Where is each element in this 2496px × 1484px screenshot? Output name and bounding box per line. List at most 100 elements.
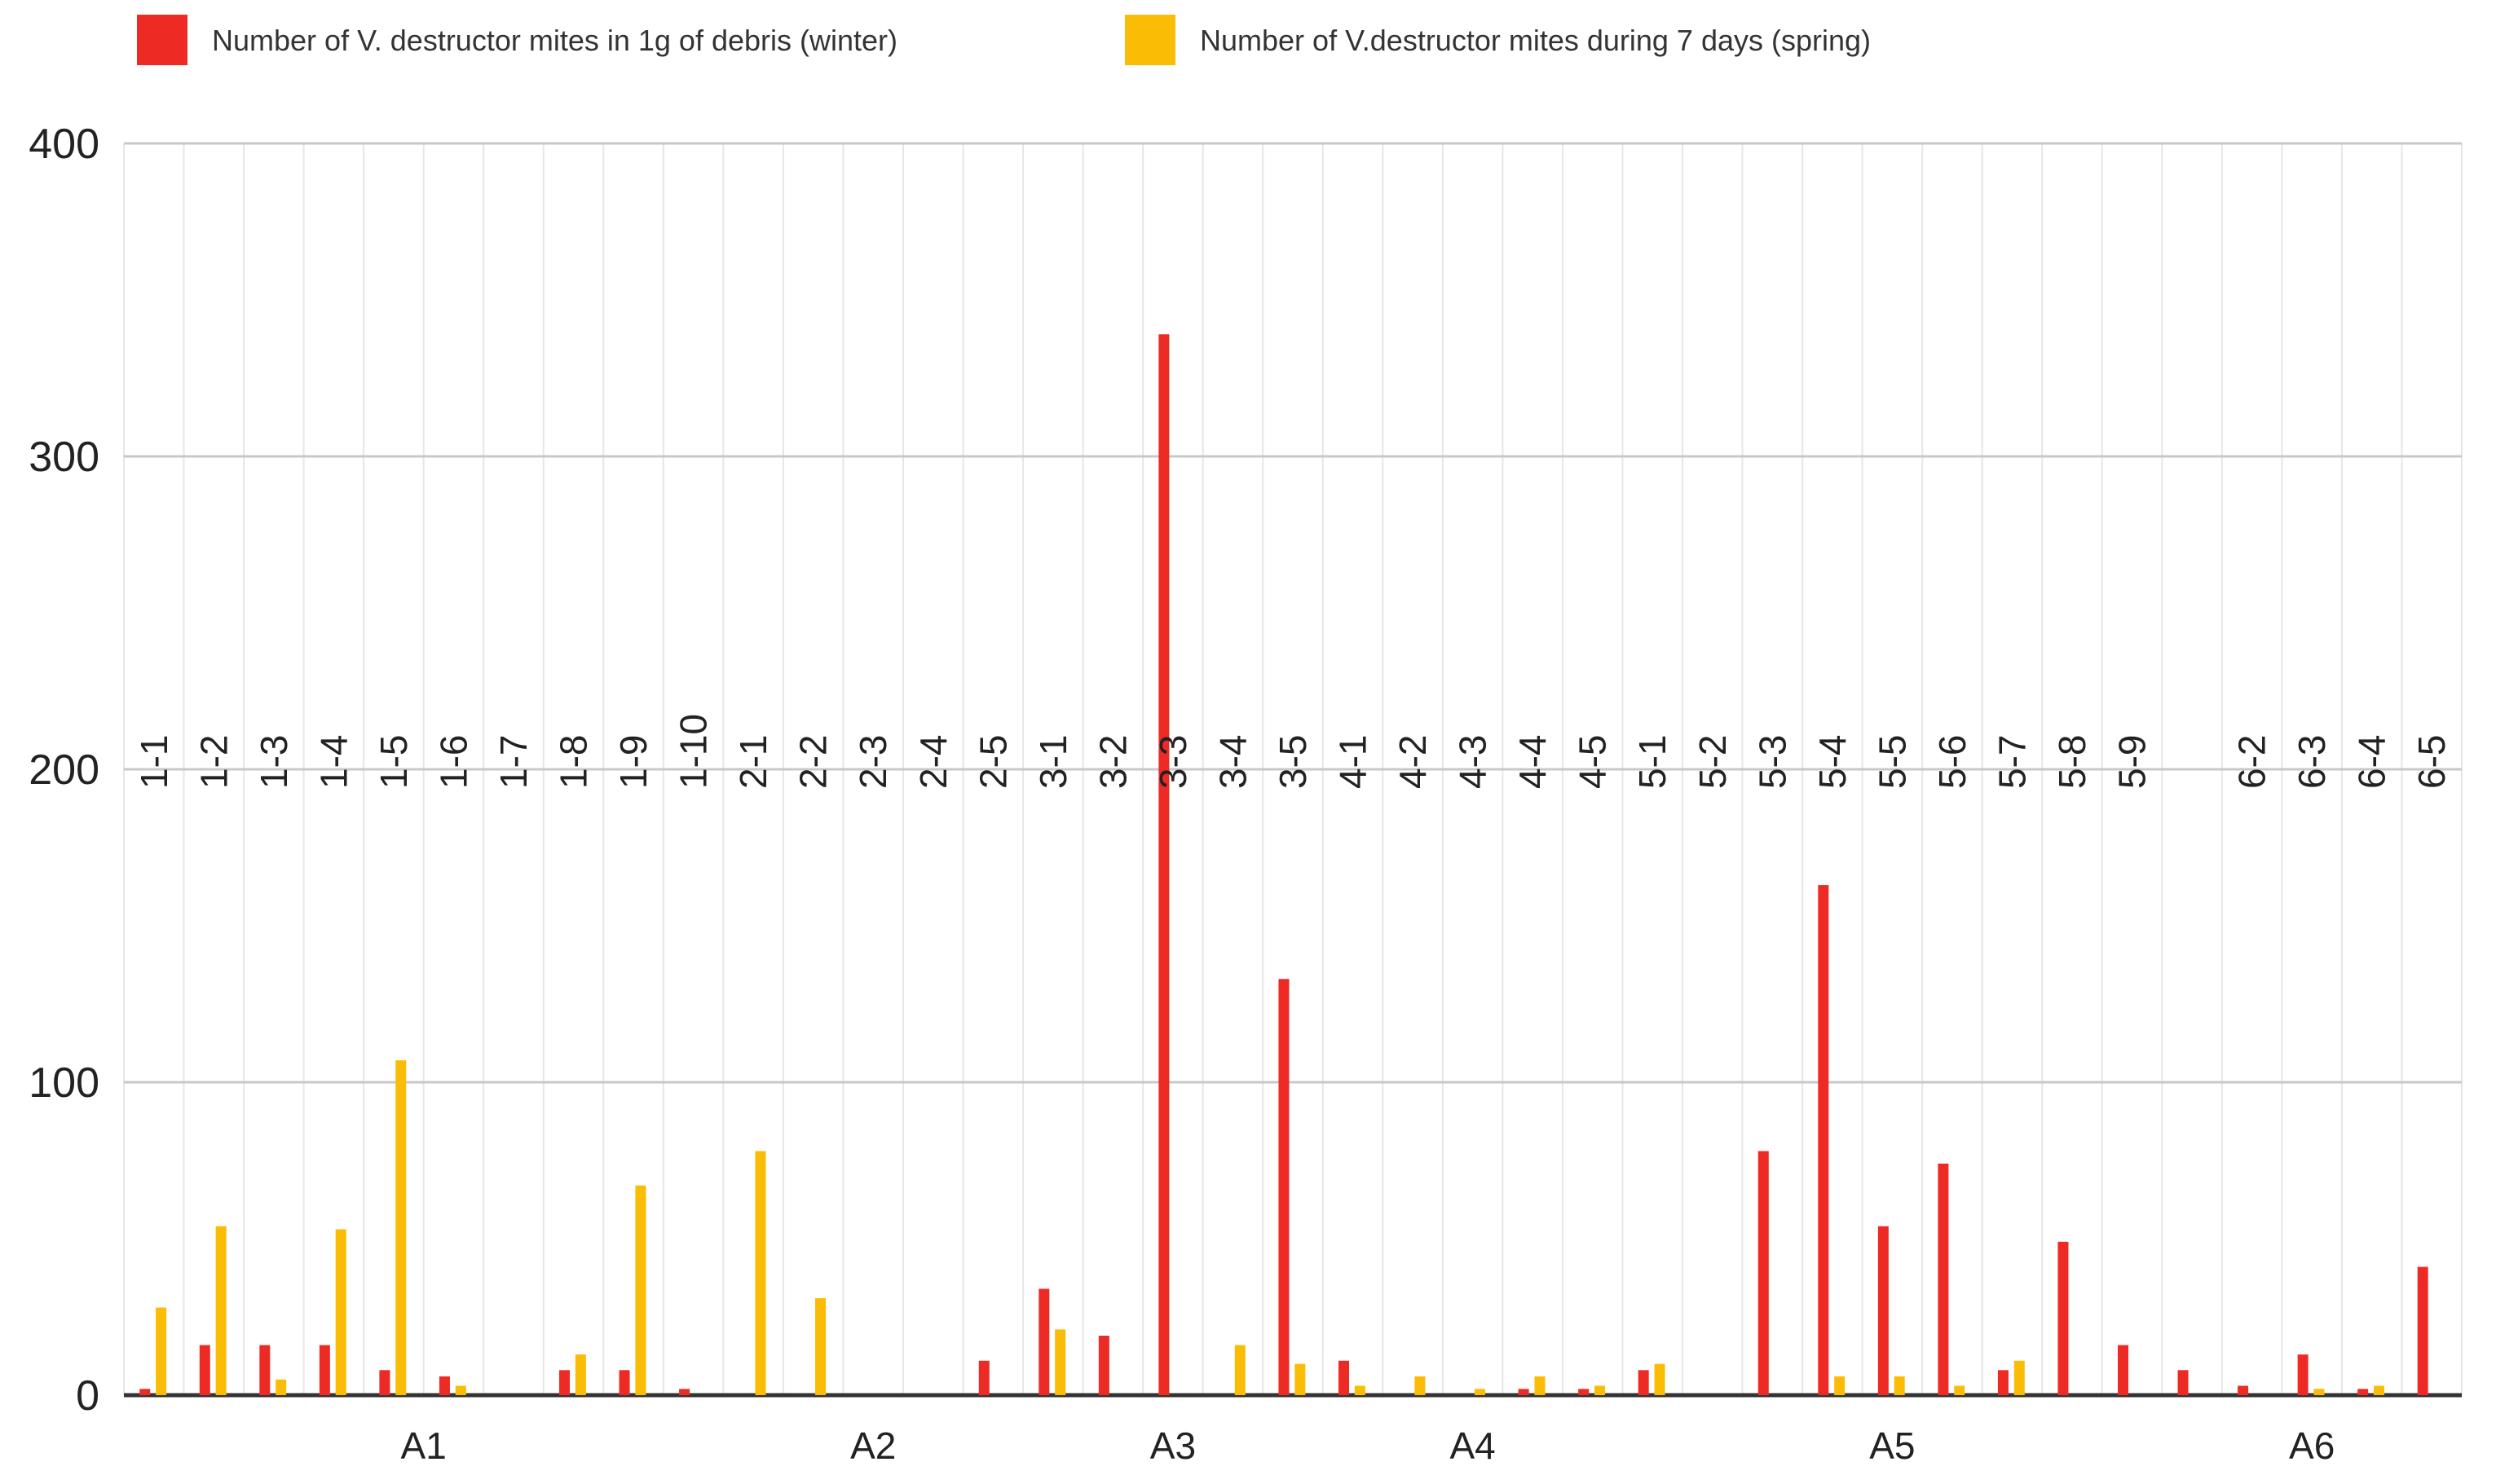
bar-winter — [1757, 1151, 1769, 1395]
bar-spring — [276, 1379, 287, 1395]
x-category-label: 3-2 — [1091, 735, 1134, 789]
bar-winter — [139, 1389, 151, 1395]
bar-spring — [1354, 1385, 1365, 1395]
y-tick-label: 100 — [29, 1059, 99, 1107]
group-label: A1 — [401, 1425, 447, 1467]
bar-winter — [978, 1360, 990, 1395]
bar-spring — [1234, 1345, 1246, 1395]
bar-winter — [1098, 1336, 1109, 1395]
x-category-label: 2-4 — [912, 735, 955, 789]
bar-winter — [1518, 1389, 1529, 1395]
bar-spring — [335, 1229, 346, 1395]
bar-spring — [1055, 1329, 1066, 1395]
legend-swatch — [1125, 15, 1175, 65]
x-category-label: 1-2 — [192, 735, 235, 789]
bar-spring — [635, 1185, 646, 1395]
bar-winter — [1818, 885, 1829, 1395]
bar-winter — [1938, 1163, 1949, 1395]
x-category-label: 1-10 — [673, 714, 715, 789]
bar-winter — [2118, 1345, 2129, 1395]
bar-winter — [319, 1345, 330, 1395]
bar-spring — [395, 1060, 407, 1395]
x-category-label: 3-5 — [1272, 735, 1314, 789]
legend-swatch — [137, 15, 187, 65]
x-category-label: 6-4 — [2351, 735, 2393, 789]
bar-winter — [1278, 979, 1290, 1395]
bar-winter — [259, 1345, 271, 1395]
x-category-label: 2-1 — [732, 735, 774, 789]
x-category-label: 5-3 — [1751, 735, 1793, 789]
y-tick-label: 300 — [29, 434, 99, 481]
x-category-label: 5-7 — [1991, 735, 2033, 789]
x-category-label: 1-8 — [553, 735, 595, 789]
bar-winter — [199, 1345, 210, 1395]
group-label: A6 — [2289, 1425, 2335, 1467]
y-axis: 0 100 200 300 400 — [29, 121, 99, 1420]
bar-winter — [2238, 1385, 2249, 1395]
x-category-label: 5-8 — [2051, 735, 2093, 789]
x-category-label: 5-2 — [1691, 735, 1734, 789]
bar-spring — [1894, 1376, 1905, 1395]
x-category-label: 2-3 — [852, 735, 894, 789]
x-category-label: 1-1 — [133, 735, 175, 789]
bar-winter — [1158, 334, 1170, 1395]
group-labels: A1 A2 A3 A4 A5 A6 — [401, 1425, 2335, 1467]
bar-winter — [559, 1370, 571, 1395]
group-label: A3 — [1150, 1425, 1196, 1467]
x-category-label: 1-4 — [312, 735, 355, 789]
legend: Number of V. destructor mites in 1g of d… — [137, 15, 1871, 65]
bar-spring — [815, 1297, 827, 1395]
x-category-label: 5-1 — [1631, 735, 1674, 789]
bar-winter — [1638, 1370, 1649, 1395]
x-category-label: 3-3 — [1152, 735, 1194, 789]
x-category-label: 1-5 — [373, 735, 415, 789]
bar-winter — [1039, 1288, 1050, 1395]
bar-spring — [1954, 1385, 1965, 1395]
bar-winter — [1997, 1370, 2009, 1395]
x-category-label: 3-1 — [1032, 735, 1074, 789]
legend-label: Number of V.destructor mites during 7 da… — [1200, 24, 1871, 57]
bar-winter — [619, 1370, 630, 1395]
bar-winter — [2417, 1266, 2428, 1395]
bar-spring — [575, 1354, 586, 1395]
x-category-label: 1-6 — [432, 735, 474, 789]
x-category-label: 1-7 — [492, 735, 535, 789]
bar-spring — [1474, 1389, 1485, 1395]
bar-spring — [156, 1307, 167, 1395]
bar-spring — [455, 1385, 466, 1395]
legend-label: Number of V. destructor mites in 1g of d… — [212, 24, 897, 57]
x-category-label: 5-4 — [1811, 735, 1854, 789]
bar-spring — [1834, 1376, 1846, 1395]
bar-winter — [2297, 1354, 2309, 1395]
group-label: A5 — [1869, 1425, 1915, 1467]
bar-spring — [2013, 1360, 2025, 1395]
x-category-label: 5-5 — [1871, 735, 1913, 789]
x-category-label: 5-9 — [2111, 735, 2154, 789]
bar-winter — [439, 1376, 450, 1395]
x-category-label: 3-4 — [1211, 735, 1254, 789]
bar-spring — [1294, 1363, 1306, 1395]
bars — [139, 334, 2428, 1395]
bar-spring — [755, 1151, 766, 1395]
bar-spring — [2313, 1389, 2325, 1395]
bar-spring — [1594, 1385, 1606, 1395]
bar-winter — [2177, 1370, 2189, 1395]
bar-spring — [1534, 1376, 1546, 1395]
x-category-labels: 1-1 1-2 1-3 1-4 1-5 1-6 1-7 1-8 1-9 1-10 2-1 2-2 2-3… — [133, 714, 2453, 789]
x-category-label: 4-3 — [1452, 735, 1494, 789]
x-category-label: 4-4 — [1511, 735, 1554, 789]
bar-spring — [1654, 1363, 1665, 1395]
x-category-label: 6-2 — [2231, 735, 2273, 789]
y-tick-label: 0 — [76, 1372, 99, 1420]
gridlines — [123, 142, 2463, 1398]
bar-winter — [379, 1370, 390, 1395]
x-category-label: 6-5 — [2410, 735, 2453, 789]
bar-winter — [1578, 1389, 1590, 1395]
x-category-label: 1-9 — [612, 735, 655, 789]
y-tick-label: 400 — [29, 121, 99, 168]
bar-spring — [1414, 1376, 1426, 1395]
group-label: A4 — [1449, 1425, 1495, 1467]
x-category-label: 4-5 — [1572, 735, 1614, 789]
x-category-label: 4-2 — [1391, 735, 1434, 789]
x-category-label: 6-3 — [2291, 735, 2333, 789]
